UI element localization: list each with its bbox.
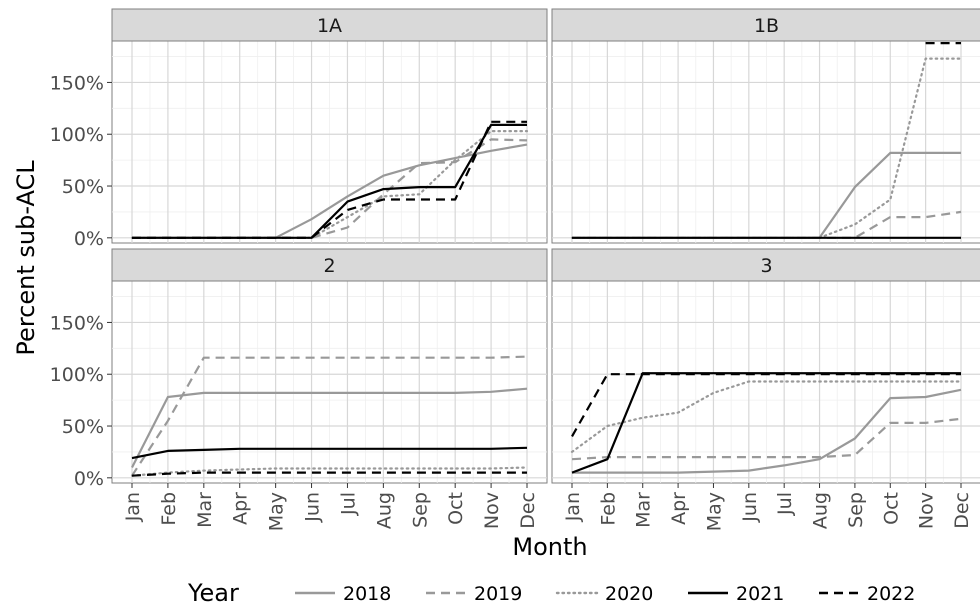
facet-label: 2	[323, 255, 335, 277]
x-tick-label: Sep	[409, 492, 431, 528]
y-axis-title: Percent sub-ACL	[12, 160, 40, 356]
series-group	[130, 120, 529, 239]
series-group	[130, 355, 529, 477]
facet-strip	[551, 8, 980, 42]
y-tick-label: 150%	[50, 312, 104, 334]
legend-title: Year	[187, 579, 239, 607]
x-tick-label: Oct	[445, 492, 467, 525]
x-tick-label: Jun	[739, 492, 761, 523]
series-group	[570, 41, 963, 239]
legend-label: 2018	[343, 583, 391, 605]
series-line-2022	[131, 471, 527, 477]
legend-entry-2020: 2020	[555, 583, 653, 605]
series-line-2018	[131, 387, 528, 468]
legend-label: 2019	[474, 583, 522, 605]
series-line-2019	[571, 417, 962, 461]
x-tick-label: Jul	[774, 492, 796, 516]
x-tick-label: Apr	[668, 492, 690, 525]
x-tick-label: Apr	[230, 492, 252, 525]
facet-label: 1B	[754, 15, 779, 37]
x-tick-label: Sep	[845, 492, 867, 528]
legend-label: 2022	[867, 583, 915, 605]
series-line-2022	[571, 373, 961, 437]
panels-layer: 1A 0% 50% 100% 150% 1B 2 0% 50% 100% 150% Jan Feb Mar…	[50, 8, 980, 531]
panel-1b: 1B	[551, 8, 980, 244]
x-tick-label: Jun	[302, 492, 324, 523]
legend-entry-2018: 2018	[295, 583, 391, 605]
x-tick-label: Feb	[158, 492, 180, 526]
series-line-2020	[130, 466, 529, 477]
series-line-2019	[131, 355, 528, 477]
x-tick-label: Jan	[562, 492, 584, 522]
y-tick-label: 50%	[62, 416, 104, 438]
series-line-2018	[572, 388, 962, 474]
facet-strip	[111, 8, 548, 42]
x-tick-label: May	[266, 492, 288, 531]
x-axis-title: Month	[512, 533, 587, 561]
x-tick-label: Dec	[951, 492, 973, 529]
x-tick-label: Nov	[916, 492, 938, 529]
x-tick-label: Jan	[122, 492, 144, 522]
facet-strip	[551, 248, 980, 282]
panel-background	[551, 40, 980, 244]
y-tick-label: 0%	[74, 468, 104, 490]
y-tick-label: 0%	[74, 228, 104, 250]
x-tick-label: Mar	[194, 492, 216, 528]
x-tick-label: May	[703, 492, 725, 531]
legend-entry-2019: 2019	[426, 583, 522, 605]
x-tick-label: Jul	[337, 492, 359, 516]
x-tick-label: Feb	[597, 492, 619, 526]
legend-entries: 2018 2019 2020 2021 2022	[295, 583, 915, 605]
panel-1a: 1A 0% 50% 100% 150%	[50, 8, 548, 250]
panel-2: 2 0% 50% 100% 150% Jan Feb Mar Apr May Jun Jul Aug Se…	[50, 248, 548, 531]
legend-label: 2021	[736, 583, 784, 605]
facet-label: 3	[760, 255, 772, 277]
y-tick-label: 50%	[62, 176, 104, 198]
x-tick-label: Nov	[481, 492, 503, 529]
y-tick-label: 150%	[50, 72, 104, 94]
legend: Year 2018 2019 2020 2021 2022	[187, 579, 915, 607]
legend-label: 2020	[605, 583, 653, 605]
series-line-2020	[570, 380, 963, 453]
x-tick-label: Oct	[880, 492, 902, 525]
x-tick-label: Aug	[810, 492, 832, 529]
x-tick-label: Mar	[633, 492, 655, 528]
x-tick-label: Aug	[373, 492, 395, 529]
y-tick-label: 100%	[50, 124, 104, 146]
series-line-2022	[132, 120, 527, 239]
facet-strip	[111, 248, 548, 282]
legend-entry-2021: 2021	[688, 583, 784, 605]
legend-entry-2022: 2022	[819, 583, 915, 605]
series-group	[570, 372, 963, 474]
y-tick-label: 100%	[50, 364, 104, 386]
x-tick-label: Dec	[517, 492, 539, 529]
facet-label: 1A	[317, 15, 342, 37]
panel-3: 3 Jan Feb Mar Apr May Jun Jul Aug Sep Oct Nov Dec	[551, 248, 980, 531]
series-line-2021	[131, 446, 528, 460]
